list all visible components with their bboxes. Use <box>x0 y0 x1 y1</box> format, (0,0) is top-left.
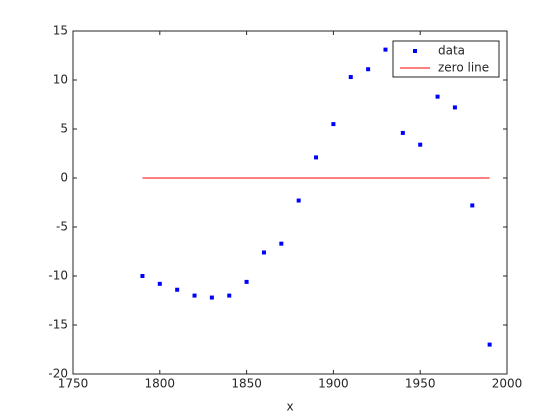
x-tick-label: 1850 <box>231 377 262 391</box>
x-tick-label: 2000 <box>492 377 523 391</box>
data-point <box>140 274 145 278</box>
data-point <box>175 287 180 292</box>
data-point <box>261 250 266 255</box>
data-point <box>452 105 457 110</box>
y-tick-label: 0 <box>60 171 68 185</box>
legend-label: zero line <box>438 61 489 75</box>
data-point <box>470 203 475 208</box>
data-point <box>331 122 336 127</box>
data-point <box>348 75 353 80</box>
x-axis-label: x <box>286 400 293 414</box>
y-tick-label: 5 <box>60 122 68 136</box>
x-tick-label: 1800 <box>145 377 176 391</box>
data-point <box>157 281 162 286</box>
legend-box <box>392 40 500 78</box>
y-tick-label: -5 <box>56 220 68 234</box>
data-point <box>279 241 284 246</box>
data-point <box>244 279 249 284</box>
data-point <box>400 130 405 135</box>
data-point <box>366 67 371 72</box>
x-tick-label: 1900 <box>318 377 349 391</box>
data-point <box>418 142 423 147</box>
y-tick-label: 10 <box>53 73 68 87</box>
axes-box <box>72 30 508 375</box>
data-point <box>435 94 440 99</box>
data-point <box>314 155 319 160</box>
data-point <box>209 295 214 300</box>
legend-label: data <box>438 44 465 58</box>
legend-marker <box>413 49 417 53</box>
y-tick-label: -15 <box>48 318 68 332</box>
data-point <box>227 293 232 298</box>
data-point <box>383 47 388 52</box>
x-tick-label: 1950 <box>405 377 436 391</box>
data-point <box>487 342 492 347</box>
x-tick-label: 1750 <box>58 377 89 391</box>
data-point <box>296 198 301 203</box>
y-tick-label: -20 <box>48 367 68 381</box>
data-point <box>192 293 197 298</box>
y-tick-label: -10 <box>48 269 68 283</box>
y-tick-label: 15 <box>53 24 68 38</box>
